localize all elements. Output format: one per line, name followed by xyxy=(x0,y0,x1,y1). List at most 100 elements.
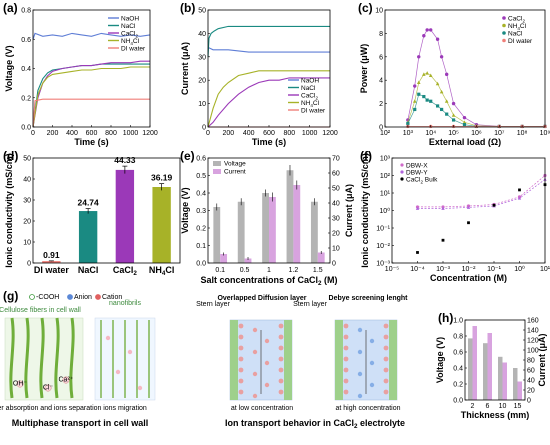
y-axis-label: Voltage (V) xyxy=(4,45,14,91)
y-axis-label: Voltage (V) xyxy=(180,187,190,233)
y-axis-label: Voltage (V) xyxy=(435,337,445,383)
data-point xyxy=(415,206,420,210)
cation xyxy=(278,323,284,329)
cation xyxy=(278,367,284,373)
cation xyxy=(343,345,349,351)
data-point xyxy=(422,94,426,99)
center-ion xyxy=(357,371,363,377)
legend-swatch xyxy=(502,23,506,28)
cation xyxy=(278,345,284,351)
data-point xyxy=(435,81,440,86)
y-right-tick-label: 20 xyxy=(527,388,535,395)
data-point xyxy=(428,73,433,78)
bar-voltage xyxy=(483,343,488,400)
panel-letter: (e) xyxy=(180,149,195,163)
legend-label: CaCl2 xyxy=(121,30,138,38)
x-tick-label: 200 xyxy=(222,130,234,137)
data-point xyxy=(462,123,467,127)
y-tick-label: 0.6 xyxy=(196,156,206,163)
bar-current xyxy=(487,333,492,400)
bar-voltage xyxy=(286,170,294,263)
series-line-naoh xyxy=(32,32,151,40)
series-line-cacl2 xyxy=(207,77,330,128)
data-point xyxy=(413,107,417,112)
data-label: 36.19 xyxy=(151,173,173,183)
bar-current xyxy=(220,254,228,263)
data-point xyxy=(462,120,467,124)
center-ion xyxy=(252,327,258,333)
data-point xyxy=(444,99,449,103)
category-label: 0.5 xyxy=(240,267,250,274)
legend-label: -COOH xyxy=(36,294,59,301)
data-point xyxy=(413,84,417,88)
series-line-naoh xyxy=(207,46,330,53)
data-point xyxy=(466,205,471,209)
legend-label: NaCl xyxy=(121,23,136,30)
y-tick-label: 0.4 xyxy=(453,366,463,373)
category-label: NaCl xyxy=(78,265,99,275)
cellulose-fiber xyxy=(69,317,75,399)
y-tick-label: 0.8 xyxy=(21,8,31,15)
data-point xyxy=(425,28,429,32)
y-tick-label: 0.8 xyxy=(453,334,463,341)
y-tick-label: 8 xyxy=(379,31,383,38)
y-right-axis-label: Current (μA) xyxy=(344,184,354,237)
y-tick-label: 0.4 xyxy=(196,191,206,198)
high-conc-label: at high concentration xyxy=(336,405,401,412)
cation xyxy=(383,367,389,373)
data-point xyxy=(467,221,470,225)
bar-current xyxy=(472,326,477,400)
bar-current xyxy=(502,362,507,400)
bar-voltage xyxy=(262,193,269,263)
cation xyxy=(238,367,244,373)
bar xyxy=(152,187,171,263)
y-tick-label: 10 xyxy=(198,101,206,108)
data-point xyxy=(451,113,456,117)
x-tick-label: 10⁴ xyxy=(425,130,436,137)
panel-letter: (f) xyxy=(360,149,372,163)
x-tick-label: 10⁹ xyxy=(540,130,550,137)
legend-label: Current xyxy=(224,169,246,176)
legend-label: CaCl2 xyxy=(301,92,318,100)
ion-marker xyxy=(44,384,52,392)
y-tick-label: 0.6 xyxy=(453,350,463,357)
y-right-tick-label: 0 xyxy=(332,261,336,268)
cation xyxy=(343,378,349,384)
legend-label: DI water xyxy=(121,45,146,52)
category-label: 0.1 xyxy=(215,267,225,274)
y-tick-label: 10¹ xyxy=(380,191,391,198)
x-tick-label: 10⁻⁴ xyxy=(410,266,425,273)
bar-current xyxy=(269,197,276,263)
legend-marker xyxy=(29,294,35,300)
cation xyxy=(343,389,349,395)
y-tick-label: 0.1 xyxy=(196,243,206,250)
center-ion xyxy=(369,338,375,344)
panel-letter: (h) xyxy=(438,311,453,325)
legend-label: DBW-Y xyxy=(406,169,428,176)
legend-swatch xyxy=(502,38,506,43)
x-tick-label: 10⁷ xyxy=(494,130,505,137)
x-tick-label: 800 xyxy=(283,130,295,137)
y-tick-label: 0.2 xyxy=(453,382,463,389)
ion-marker xyxy=(62,376,70,384)
y-axis-label: Current (μA) xyxy=(180,42,190,95)
stern-mid-label: Stern layer xyxy=(293,301,328,308)
cation xyxy=(238,323,244,329)
cation xyxy=(278,356,284,362)
y-right-tick-label: 60 xyxy=(332,171,340,178)
data-point xyxy=(440,107,444,112)
cation xyxy=(238,345,244,351)
y-right-tick-label: 80 xyxy=(527,358,535,365)
data-point xyxy=(441,206,445,210)
cation xyxy=(278,334,284,340)
center-ion xyxy=(357,349,363,355)
bar xyxy=(78,211,98,263)
legend-swatch xyxy=(213,161,221,166)
data-point xyxy=(444,72,449,77)
data-point xyxy=(412,99,417,103)
x-tick-label: 200 xyxy=(47,130,59,137)
x-tick-label: 10⁻³ xyxy=(436,266,450,273)
x-tick-label: 10³ xyxy=(403,130,414,137)
x-tick-label: 600 xyxy=(86,130,98,137)
center-ion xyxy=(369,382,375,388)
